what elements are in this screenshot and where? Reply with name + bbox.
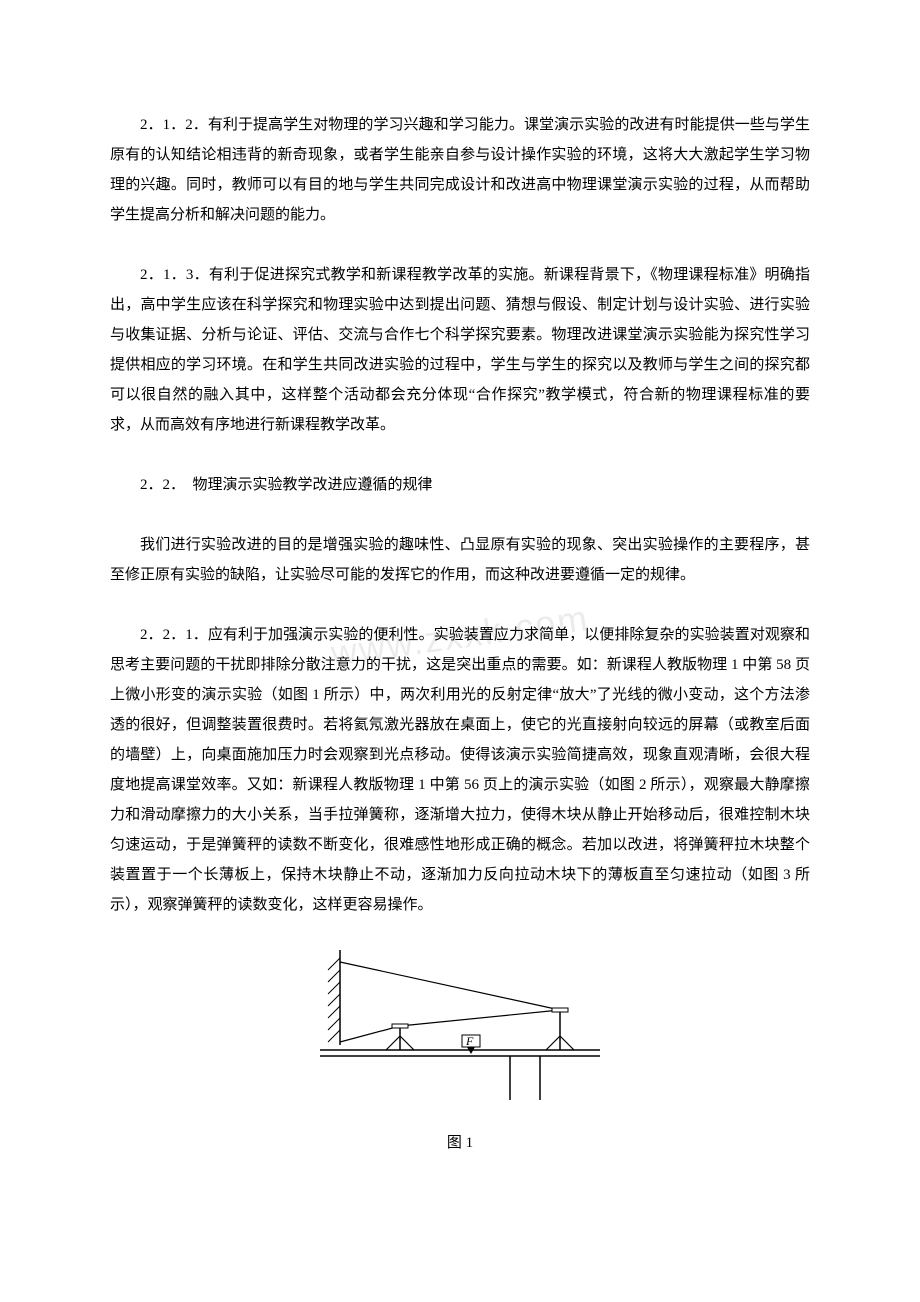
paragraph-2-1-3: 2．1．3．有利于促进探究式教学和新课程教学改革的实施。新课程背景下，《物理课程… <box>110 260 810 440</box>
figure-1-container: F 图 1 <box>110 950 810 1152</box>
figure-1-caption: 图 1 <box>110 1131 810 1152</box>
figure-1-diagram: F <box>310 950 610 1120</box>
section-heading-2-2: 2．2． 物理演示实验教学改进应遵循的规律 <box>110 470 810 500</box>
force-label: F <box>465 1034 474 1048</box>
paragraph-2-2-intro: 我们进行实验改进的目的是增强实验的趣味性、凸显原有实验的现象、突出实验操作的主要… <box>110 530 810 590</box>
paragraph-2-1-2: 2．1．2．有利于提高学生对物理的学习兴趣和学习能力。课堂演示实验的改进有时能提… <box>110 110 810 230</box>
paragraph-2-2-1: 2．2．1．应有利于加强演示实验的便利性。实验装置应力求简单，以便排除复杂的实验… <box>110 620 810 920</box>
